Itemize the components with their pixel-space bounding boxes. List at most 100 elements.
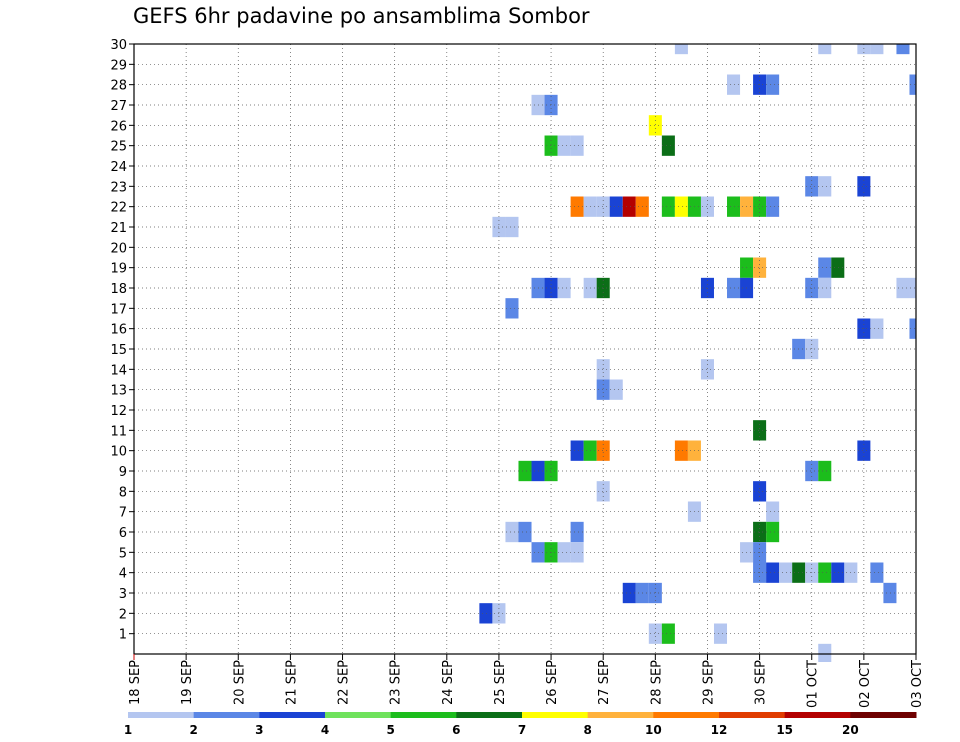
y-tick-label: 6 [119,526,127,541]
heatmap-cell [661,135,675,156]
heatmap-cell [557,277,571,299]
heatmap-cell [766,501,780,522]
heatmap-cell [609,379,623,400]
colorbar-swatch [390,712,457,718]
heatmap-cell [727,277,741,299]
heatmap-cell [857,176,871,197]
heatmap-cell [713,623,728,644]
heatmap-cell [766,74,780,95]
colorbar-swatch [522,712,589,718]
heatmap-cell [544,135,558,156]
colorbar-swatch [325,712,392,718]
y-tick-label: 15 [110,343,127,358]
heatmap-cell [570,440,584,461]
x-tick-label: 24 SEP [441,660,456,705]
heatmap-cell [557,542,571,563]
colorbar-label: 6 [452,723,460,737]
heatmap-cell [570,542,584,563]
heatmap-cell [518,460,532,482]
x-tick-label: 29 SEP [701,660,716,705]
x-tick-label: 28 SEP [649,660,664,705]
y-tick-label: 11 [110,424,127,439]
x-tick-label: 01 OCT [806,660,821,708]
y-tick-label: 3 [119,587,127,602]
y-tick-label: 28 [110,79,127,94]
y-tick-label: 20 [110,241,127,256]
heatmap-cell [857,440,871,461]
y-tick-label: 18 [110,282,127,297]
colorbar-label: 1 [124,723,132,737]
heatmap-cell [596,440,610,461]
colorbar-swatch [653,712,720,718]
x-tick-label: 21 SEP [284,660,299,705]
heatmap-cell [505,521,519,543]
heatmap-cell [661,623,675,644]
colorbar-label: 20 [842,723,859,737]
colorbar-label: 2 [189,723,197,737]
y-tick-label: 14 [110,363,127,378]
heatmap-cell [805,460,819,482]
heatmap-cell [818,176,832,197]
colorbar-label: 5 [386,723,394,737]
colorbar-label: 10 [645,723,662,737]
heatmap-cell [674,196,688,217]
heatmap-cell [753,420,767,441]
y-tick-label: 19 [110,262,127,277]
heatmap-cell [896,44,910,55]
heatmap-cell [596,379,610,400]
heatmap-cell [779,562,793,583]
y-tick-label: 22 [110,201,127,216]
colorbar-label: 7 [518,723,526,737]
y-tick-label: 5 [119,546,127,561]
y-tick-label: 27 [110,99,127,114]
y-tick-label: 24 [110,160,127,175]
x-tick-label: 19 SEP [180,660,195,705]
heatmap-cell [753,481,767,502]
heatmap-cell [818,460,832,482]
heatmap-cell [818,44,832,55]
y-tick-label: 8 [119,485,127,500]
heatmap-cell [479,603,493,624]
heatmap-cell [818,277,832,299]
x-tick-label: 30 SEP [754,660,769,705]
heatmap-cell [505,298,519,319]
heatmap-cell [766,521,780,543]
heatmap-cell [674,440,688,461]
heatmap-cell [909,277,916,299]
heatmap-cell [596,359,610,380]
heatmap-cell [909,74,916,95]
heatmap-cell [753,196,767,217]
heatmap-cell [727,74,741,95]
y-tick-label: 26 [110,119,127,134]
heatmap-cell [622,196,636,217]
heatmap-cell [766,196,780,217]
colorbar-label: 12 [711,723,728,737]
y-tick-label: 10 [110,445,127,460]
heatmap-cell [622,582,636,604]
y-tick-label: 29 [110,58,127,73]
heatmap-cell [544,460,558,482]
y-tick-label: 30 [110,38,127,53]
heatmap-cell [818,643,832,662]
y-tick-label: 12 [110,404,127,419]
colorbar-label: 4 [321,723,329,737]
heatmap-cell [596,196,610,217]
heatmap-cell [557,135,571,156]
heatmap-cell [870,562,884,583]
heatmap-cell [609,196,623,217]
heatmap-cell [505,216,519,238]
heatmap-cell [805,176,819,197]
colorbar-swatch [587,712,654,718]
heatmap-cell [818,257,832,278]
x-tick-label: 23 SEP [389,660,404,705]
y-tick-label: 16 [110,323,127,338]
heatmap-cell [674,44,688,55]
x-tick-label: 22 SEP [337,660,352,705]
heatmap-cell [753,257,767,278]
heatmap-cell [648,623,662,644]
colorbar-label: 8 [583,723,591,737]
y-tick-label: 1 [119,628,127,643]
heatmap-cell [570,521,584,543]
y-axis: 1234567891011121314151617181920212223242… [110,38,134,643]
